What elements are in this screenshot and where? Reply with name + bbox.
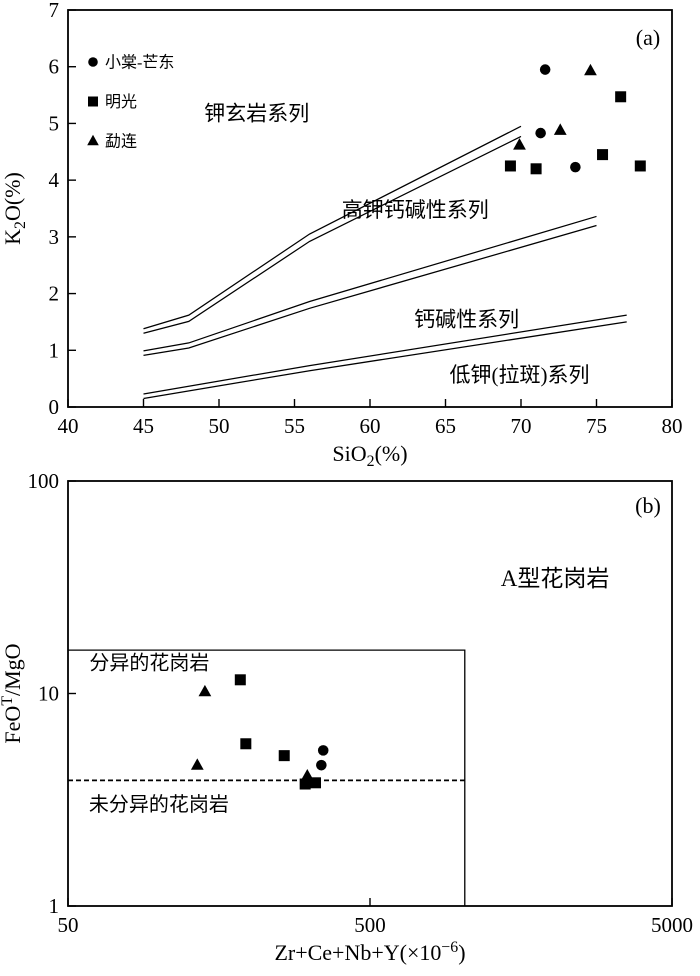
x-tick-label: 50 [58,913,79,937]
data-point-triangle [198,684,212,697]
field-label: 钙碱性系列 [414,307,519,331]
plot-frame [67,480,673,907]
x-tick-label: 45 [133,414,154,438]
data-point-square [278,750,290,762]
y-tick-label: 2 [49,282,60,306]
x-axis-label: Zr+Ce+Nb+Y(×10−6) [274,939,465,965]
legend-marker-triangle [87,134,99,146]
x-tick-label: 50 [209,414,230,438]
y-tick-label: 100 [28,470,60,493]
x-axis-label: SiO2(%) [332,441,407,470]
data-point-circle [317,745,329,756]
field-label: 低钾(拉斑)系列 [449,363,589,387]
y-axis-label: FeOT/MgO [0,643,25,743]
x-tick-label: 55 [284,414,305,438]
data-point-triangle [553,123,567,135]
x-tick-label: 500 [354,913,386,937]
field-label: A型花岗岩 [501,566,610,591]
data-point-circle [570,161,581,173]
y-tick-label: 1 [49,894,60,918]
legend-marker-square [88,96,98,107]
boundary-line-calc-alkaline-upper [143,314,627,395]
panel-label: (b) [635,493,661,518]
x-tick-label: 65 [435,414,456,438]
y-tick-label: 6 [49,55,60,79]
y-tick-label: 10 [38,682,59,706]
boundary-line-high-k-lower [143,224,597,357]
field-label: 未分异的花岗岩 [89,793,229,816]
data-point-triangle [190,758,204,770]
field-label: 分异的花岗岩 [89,651,209,674]
y-axis-label: K2O(%) [0,172,29,245]
data-point-square [240,738,252,750]
data-point-square [530,163,542,175]
y-tick-label: 7 [49,0,60,22]
data-point-triangle [513,138,526,150]
y-tick-label: 4 [49,168,60,192]
data-point-square [597,149,609,161]
panel-label: (a) [636,25,660,50]
boundary-line-high-k-upper [143,215,597,352]
data-point-square [634,160,646,172]
x-tick-label: 60 [360,414,381,438]
legend-label: 勐连 [105,133,137,151]
data-point-circle [535,127,546,139]
chart-a-k2o-vs-sio2: 40 45 50 55 60 65 70 75 8001234567SiO2(%)K2O(%)钾… [0,0,683,470]
y-tick-label: 0 [49,395,60,419]
data-point-square [504,160,516,172]
data-point-square [310,777,322,789]
data-point-triangle [584,63,597,76]
boundary-line-shoshonite-lower [143,135,522,334]
field-label: 钾玄岩系列 [204,102,309,126]
boundary-line-shoshonite-upper [143,125,522,330]
data-point-square [615,91,627,103]
y-tick-label: 1 [49,338,60,362]
chart-b-feot-mgo-vs-zr-ce-nb-y: 50 500 5000 1 10 100 Zr+Ce+Nb+Y(×10−6) FeOT/MgO… [0,470,693,965]
fractionated-field-box [68,649,466,906]
legend-label: 明光 [105,93,137,111]
data-point-square [234,674,246,686]
y-tick-label: 3 [49,225,60,249]
legend-label: 小棠-芒东 [105,54,174,72]
x-tick-label: 40 [58,414,79,438]
y-tick-label: 5 [49,111,60,135]
data-point-triangle [300,768,314,781]
legend-marker-circle [88,57,98,67]
x-tick-label: 5000 [651,913,693,937]
x-tick-label: 70 [511,414,532,438]
x-tick-label: 80 [662,414,683,438]
data-point-square [299,778,311,790]
x-tick-label: 75 [586,414,607,438]
field-label: 高钾钙碱性系列 [342,198,489,222]
boundary-line-calc-alkaline-lower [143,321,627,400]
data-point-circle [316,759,327,771]
data-point-circle [539,64,551,75]
